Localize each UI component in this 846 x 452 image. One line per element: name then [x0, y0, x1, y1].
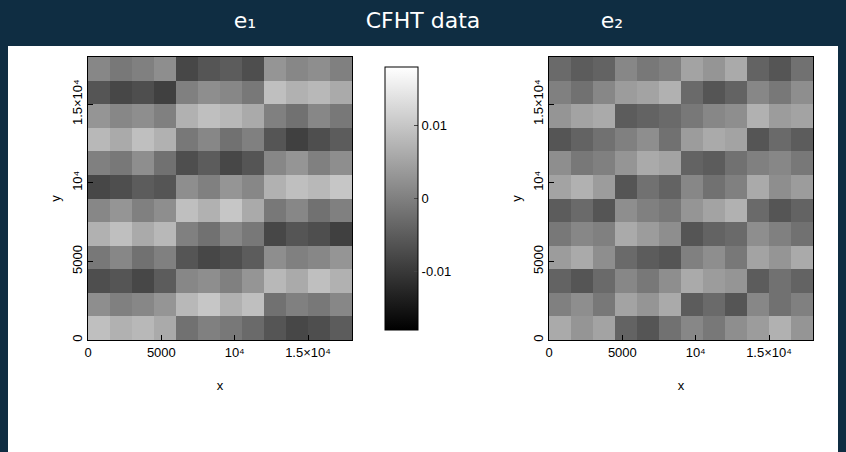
svg-text:x: x — [217, 378, 224, 393]
svg-text:5000: 5000 — [608, 345, 637, 360]
svg-text:y: y — [509, 195, 524, 202]
svg-text:10⁴: 10⁴ — [686, 345, 706, 360]
svg-text:0: 0 — [84, 345, 91, 360]
svg-text:0: 0 — [422, 191, 429, 206]
svg-text:0: 0 — [545, 345, 552, 360]
svg-text:5000: 5000 — [70, 245, 85, 274]
svg-text:1.5×10⁴: 1.5×10⁴ — [285, 345, 331, 360]
svg-text:0: 0 — [70, 334, 85, 341]
html-text:e₂: e₂ — [600, 8, 624, 33]
svg-text:10⁴: 10⁴ — [225, 345, 245, 360]
svg-text:1.5×10⁴: 1.5×10⁴ — [70, 79, 85, 125]
html-text:e₁: e₁ — [233, 8, 257, 33]
svg-text:x: x — [678, 378, 685, 393]
svg-text:1.5×10⁴: 1.5×10⁴ — [531, 79, 546, 125]
svg-text:1.5×10⁴: 1.5×10⁴ — [746, 345, 792, 360]
svg-text:5000: 5000 — [147, 345, 176, 360]
svg-text:-0.01: -0.01 — [422, 264, 452, 279]
svg-text:5000: 5000 — [531, 245, 546, 274]
svg-text:10⁴: 10⁴ — [531, 171, 546, 191]
html-text:CFHT data: CFHT data — [365, 8, 481, 33]
svg-text:y: y — [48, 195, 63, 202]
svg-text:0.01: 0.01 — [422, 118, 447, 133]
svg-text:0: 0 — [531, 334, 546, 341]
svg-text:10⁴: 10⁴ — [70, 171, 85, 191]
